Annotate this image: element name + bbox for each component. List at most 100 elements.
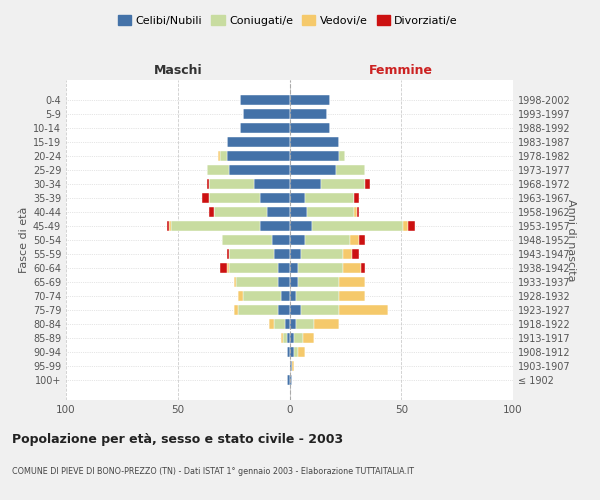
Bar (169, 220, 171, 232)
Bar (290, 206, 307, 218)
Bar (287, 346, 290, 358)
Bar (338, 276, 365, 287)
Bar (207, 178, 209, 190)
Bar (229, 164, 290, 175)
Bar (227, 136, 290, 147)
Bar (350, 234, 359, 246)
Bar (241, 94, 290, 106)
Bar (207, 164, 229, 175)
Bar (281, 332, 283, 344)
Bar (223, 234, 272, 246)
Bar (290, 94, 330, 106)
Bar (227, 150, 290, 162)
Bar (290, 178, 321, 190)
Bar (233, 304, 238, 316)
Bar (287, 374, 290, 386)
Bar (269, 318, 274, 330)
Bar (283, 332, 287, 344)
Bar (408, 220, 415, 232)
Bar (298, 346, 305, 358)
Bar (290, 360, 292, 372)
Bar (403, 220, 408, 232)
Bar (233, 276, 236, 287)
Bar (303, 332, 314, 344)
Y-axis label: Fasce di età: Fasce di età (19, 207, 29, 273)
Bar (290, 346, 294, 358)
Bar (355, 192, 359, 203)
Bar (314, 318, 338, 330)
Bar (171, 220, 260, 232)
Bar (343, 248, 352, 260)
Bar (229, 248, 274, 260)
Text: COMUNE DI PIEVE DI BONO-PREZZO (TN) - Dati ISTAT 1° gennaio 2003 - Elaborazione : COMUNE DI PIEVE DI BONO-PREZZO (TN) - Da… (12, 468, 414, 476)
Bar (290, 290, 296, 302)
Bar (209, 178, 254, 190)
Bar (214, 206, 267, 218)
Bar (278, 304, 290, 316)
Bar (220, 262, 227, 274)
Bar (301, 248, 343, 260)
Bar (227, 262, 229, 274)
Bar (338, 290, 365, 302)
Bar (267, 206, 290, 218)
Bar (272, 234, 290, 246)
Bar (290, 164, 337, 175)
Bar (274, 248, 290, 260)
Bar (307, 206, 355, 218)
Bar (218, 150, 220, 162)
Bar (209, 206, 214, 218)
Bar (294, 332, 303, 344)
Bar (294, 346, 298, 358)
Bar (290, 192, 305, 203)
Bar (305, 192, 355, 203)
Bar (361, 262, 365, 274)
Bar (290, 276, 298, 287)
Bar (229, 262, 278, 274)
Bar (227, 248, 229, 260)
Text: Maschi: Maschi (154, 64, 202, 78)
Bar (260, 220, 290, 232)
Legend: Celibi/Nubili, Coniugati/e, Vedovi/e, Divorziati/e: Celibi/Nubili, Coniugati/e, Vedovi/e, Di… (113, 10, 463, 30)
Bar (274, 318, 285, 330)
Text: Popolazione per età, sesso e stato civile - 2003: Popolazione per età, sesso e stato civil… (12, 432, 343, 446)
Bar (356, 206, 359, 218)
Bar (338, 304, 388, 316)
Bar (296, 290, 338, 302)
Bar (290, 150, 338, 162)
Bar (305, 234, 350, 246)
Bar (281, 290, 290, 302)
Bar (242, 290, 281, 302)
Bar (290, 234, 305, 246)
Bar (359, 234, 365, 246)
Bar (290, 318, 296, 330)
Bar (290, 374, 292, 386)
Bar (301, 304, 338, 316)
Bar (287, 332, 290, 344)
Bar (338, 150, 346, 162)
Bar (241, 122, 290, 134)
Bar (209, 192, 260, 203)
Bar (312, 220, 403, 232)
Bar (238, 290, 242, 302)
Bar (260, 192, 290, 203)
Bar (290, 122, 330, 134)
Bar (321, 178, 365, 190)
Bar (278, 262, 290, 274)
Bar (242, 108, 290, 120)
Bar (290, 332, 294, 344)
Bar (352, 248, 359, 260)
Text: Femmine: Femmine (369, 64, 433, 78)
Bar (285, 318, 290, 330)
Bar (290, 304, 301, 316)
Bar (236, 276, 278, 287)
Bar (290, 262, 298, 274)
Bar (167, 220, 169, 232)
Bar (290, 108, 328, 120)
Bar (290, 248, 301, 260)
Bar (337, 164, 365, 175)
Bar (278, 276, 290, 287)
Bar (298, 262, 343, 274)
Bar (365, 178, 370, 190)
Bar (290, 220, 312, 232)
Bar (220, 150, 227, 162)
